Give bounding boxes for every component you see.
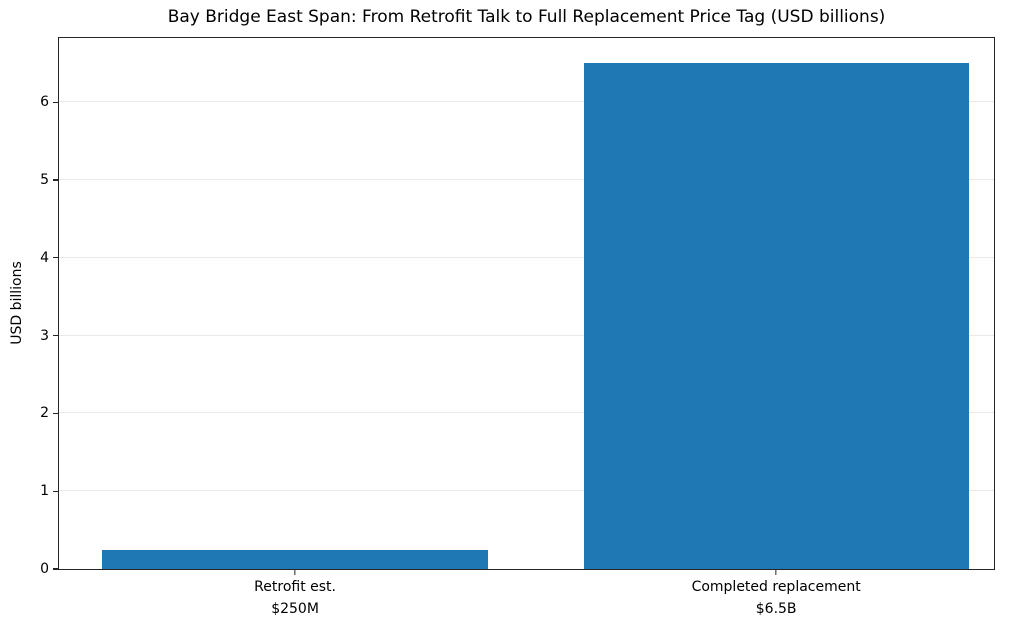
y-tick-label: 0 [40,561,49,577]
x-tick-label-value: $6.5B [755,600,797,617]
bar-retrofit-est [102,549,488,569]
plot-area: 0 1 2 3 4 5 6 Retrofit est. $250M Completed repla… [40,37,995,617]
x-tick-label-category: Completed replacement [691,579,861,595]
x-axis-tick [294,569,296,575]
y-axis-tick [53,490,59,492]
gridline [59,412,994,414]
gridline [59,256,994,258]
y-axis-tick [53,257,59,259]
y-axis-tick [53,101,59,103]
y-tick-label: 3 [40,327,49,344]
y-axis-label: USD billions [9,261,25,345]
y-axis-tick [53,568,59,570]
y-tick-label: 1 [40,483,49,500]
chart-title: Bay Bridge East Span: From Retrofit Talk… [167,7,886,27]
gridline [59,490,994,492]
x-tick-label: Completed replacement $6.5B [692,577,861,620]
gridline [59,334,994,336]
y-axis-tick [53,412,59,415]
gridline [59,101,994,103]
y-tick-label: 4 [40,249,49,266]
bar-completed-replacement [583,63,969,569]
x-tick-label-category: Retrofit est. [254,579,336,595]
y-tick-label: 2 [40,405,49,422]
y-axis-tick [53,334,59,337]
y-tick-label: 5 [40,172,49,188]
x-tick-label: Retrofit est. $250M [254,577,336,620]
x-axis-tick [775,569,777,575]
y-tick-label: 6 [40,94,49,111]
y-axis-tick [53,179,59,181]
x-tick-label-value: $250M [271,600,319,617]
gridline [59,179,994,180]
